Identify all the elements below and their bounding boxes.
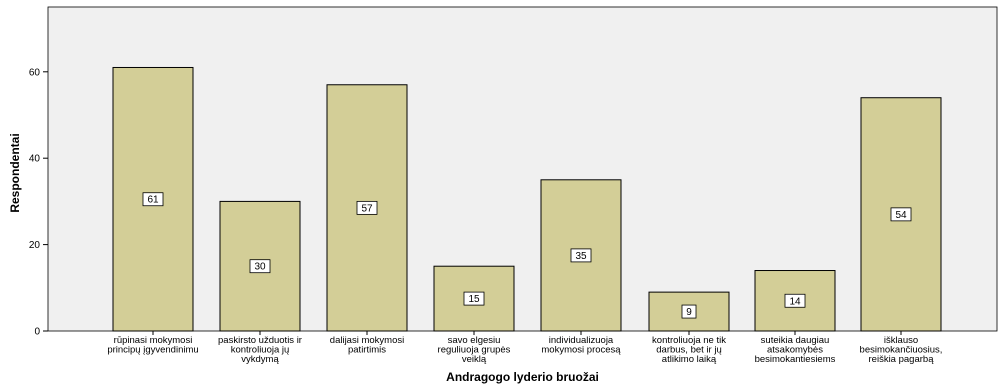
data-label-box — [681, 304, 697, 319]
bar — [219, 200, 301, 332]
y-axis-title: Respondentai — [8, 133, 22, 212]
x-tick-label: individualizuoja mokymosi procesą — [541, 335, 621, 356]
x-axis — [152, 331, 902, 335]
category-labels-group: rūpinasi mokymosi principų įgyvendinimu pa… — [107, 335, 942, 365]
plot-area — [47, 6, 998, 332]
data-label: 57 — [361, 203, 373, 214]
data-label-box — [356, 200, 378, 215]
data-label: 9 — [686, 307, 692, 318]
x-axis-title: Andragogo lyderio bruožai — [446, 370, 599, 384]
x-tick-label: rūpinasi mokymosi principų įgyvendinimu — [107, 335, 198, 356]
data-label: 61 — [147, 195, 159, 206]
data-label-box — [463, 291, 485, 306]
data-labels-group: 61 30 57 15 35 9 14 54 — [142, 192, 912, 319]
x-tick-label: suteikia daugiau atsakomybės besimokanties… — [755, 335, 836, 365]
data-label-box — [784, 293, 806, 308]
x-tick-label: kontroliuoja ne tik darbus, bet ir jų atli… — [652, 335, 726, 365]
data-label-box — [570, 248, 592, 263]
x-tick-label: išklauso besimokančiuosius, reiškia pagarb… — [860, 335, 943, 365]
y-tick-label: 20 — [29, 240, 41, 251]
bars-group — [112, 66, 942, 332]
y-tick-label: 60 — [29, 67, 41, 78]
data-label: 30 — [254, 262, 266, 273]
x-tick-label: dalijasi mokymosi patirtimis — [330, 335, 404, 356]
x-tick-label: paskirsto užduotis ir kontroliuoja jų vykd… — [218, 335, 302, 365]
x-tick-label: savo elgesiu reguliuoja grupės veiklą — [438, 335, 511, 365]
y-tick-label: 40 — [29, 154, 41, 165]
data-label: 14 — [789, 296, 801, 307]
data-label: 54 — [895, 210, 907, 221]
data-label-box — [142, 192, 164, 207]
data-label: 15 — [468, 294, 480, 305]
data-label-box — [249, 259, 271, 274]
data-label-box — [890, 207, 912, 222]
y-tick-label: 0 — [34, 327, 40, 338]
y-axis: 0 20 40 60 — [29, 67, 48, 338]
data-label: 35 — [575, 251, 587, 262]
